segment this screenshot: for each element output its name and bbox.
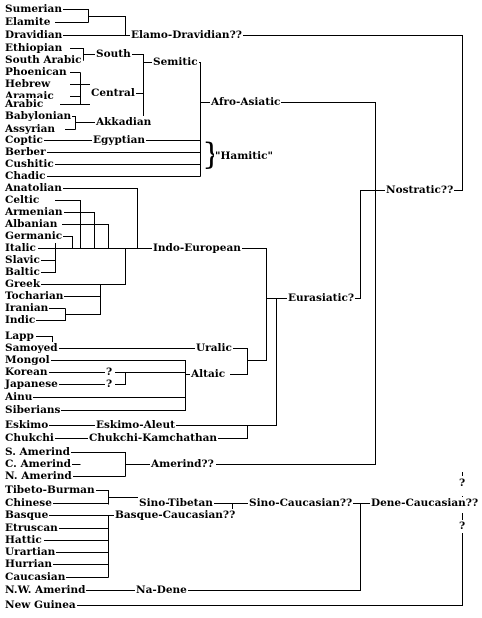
group-central: Central bbox=[90, 87, 136, 100]
language-japanese: Japanese bbox=[4, 378, 59, 391]
language-iranian: Iranian bbox=[4, 302, 50, 315]
language-lapp: Lapp bbox=[4, 330, 35, 343]
group-dene-caucasian: Dene-Caucasian?? bbox=[370, 497, 480, 510]
language-chukchi: Chukchi bbox=[4, 432, 55, 445]
language-south-arabic: South Arabic bbox=[4, 54, 83, 67]
language-italic: Italic bbox=[4, 242, 37, 255]
group-amerind: Amerind?? bbox=[150, 458, 215, 471]
language-slavic: Slavic bbox=[4, 254, 41, 267]
group-akkadian: Akkadian bbox=[95, 116, 153, 129]
language-babylonian: Babylonian bbox=[4, 110, 73, 123]
group-chukchi-kamchathan: Chukchi-Kamchathan bbox=[88, 432, 219, 445]
language-etruscan: Etruscan bbox=[4, 522, 59, 535]
language-siberians: Siberians bbox=[4, 404, 62, 417]
group-sino-tibetan: Sino-Tibetan bbox=[138, 497, 214, 510]
language-armenian: Armenian bbox=[4, 206, 64, 219]
language-nw-amerind: N.W. Amerind bbox=[4, 584, 87, 597]
language-hurrian: Hurrian bbox=[4, 558, 54, 571]
language-new-guinea: New Guinea bbox=[4, 599, 77, 612]
language-assyrian: Assyrian bbox=[4, 123, 57, 136]
group-eurasiatic: Eurasiatic? bbox=[287, 292, 356, 305]
group-hamitic: "Hamitic" bbox=[214, 150, 274, 163]
japanese-uncertain-mark: ? bbox=[105, 378, 114, 391]
language-c-amerind: C. Amerind bbox=[4, 458, 72, 471]
language-chinese: Chinese bbox=[4, 497, 53, 510]
group-elamo-dravidian: Elamo-Dravidian?? bbox=[130, 29, 243, 42]
language-dravidian: Dravidian bbox=[4, 29, 64, 42]
group-semitic: Semitic bbox=[152, 56, 199, 69]
group-uralic: Uralic bbox=[195, 342, 233, 355]
language-baltic: Baltic bbox=[4, 266, 41, 279]
language-berber: Berber bbox=[4, 146, 47, 159]
language-hattic: Hattic bbox=[4, 534, 43, 547]
language-urartian: Urartian bbox=[4, 546, 57, 559]
group-altaic: Altaic bbox=[190, 368, 227, 381]
language-ethiopian: Ethiopian bbox=[4, 42, 64, 55]
language-mongol: Mongol bbox=[4, 354, 51, 367]
language-sumerian: Sumerian bbox=[4, 3, 63, 16]
language-eskimo: Eskimo bbox=[4, 419, 50, 432]
korean-uncertain-mark: ? bbox=[105, 366, 114, 379]
group-sino-caucasian: Sino-Caucasian?? bbox=[248, 497, 354, 510]
language-basque: Basque bbox=[4, 509, 50, 522]
language-tibeto-burman: Tibeto-Burman bbox=[4, 484, 96, 497]
lower-uncertain-mark: ? bbox=[458, 520, 467, 533]
group-afro-asiatic: Afro-Asiatic bbox=[210, 96, 282, 109]
language-albanian: Albanian bbox=[4, 218, 59, 231]
group-nostratic: Nostratic?? bbox=[385, 184, 455, 197]
language-arabic: Arabic bbox=[4, 98, 45, 111]
group-indo-european: Indo-European bbox=[152, 242, 242, 255]
group-south: South bbox=[95, 48, 132, 61]
language-hebrew: Hebrew bbox=[4, 78, 52, 91]
language-tocharian: Tocharian bbox=[4, 290, 65, 303]
language-elamite: Elamite bbox=[4, 16, 52, 29]
language-n-amerind: N. Amerind bbox=[4, 470, 73, 483]
language-samoyed: Samoyed bbox=[4, 342, 59, 355]
language-anatolian: Anatolian bbox=[4, 182, 63, 195]
upper-uncertain-mark: ? bbox=[458, 477, 467, 490]
language-indic: Indic bbox=[4, 314, 37, 327]
language-caucasian: Caucasian bbox=[4, 571, 67, 584]
language-germanic: Germanic bbox=[4, 230, 64, 243]
group-eskimo-aleut: Eskimo-Aleut bbox=[95, 419, 176, 432]
group-egyptian: Egyptian bbox=[92, 134, 147, 147]
group-na-dene: Na-Dene bbox=[135, 584, 188, 597]
language-s-amerind: S. Amerind bbox=[4, 446, 71, 459]
group-basque-caucasian: Basque-Caucasian?? bbox=[114, 509, 237, 522]
language-cushitic: Cushitic bbox=[4, 158, 55, 171]
language-ainu: Ainu bbox=[4, 391, 34, 404]
language-celtic: Celtic bbox=[4, 194, 41, 207]
language-greek: Greek bbox=[4, 278, 42, 291]
language-phoenican: Phoenican bbox=[4, 66, 68, 79]
language-coptic: Coptic bbox=[4, 134, 44, 147]
language-korean: Korean bbox=[4, 366, 49, 379]
language-chadic: Chadic bbox=[4, 170, 47, 183]
